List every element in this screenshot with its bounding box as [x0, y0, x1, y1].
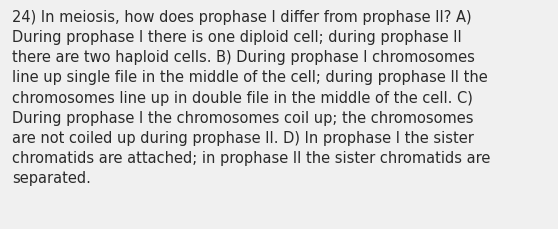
Text: 24) In meiosis, how does prophase I differ from prophase II? A)
During prophase : 24) In meiosis, how does prophase I diff…: [12, 10, 490, 185]
